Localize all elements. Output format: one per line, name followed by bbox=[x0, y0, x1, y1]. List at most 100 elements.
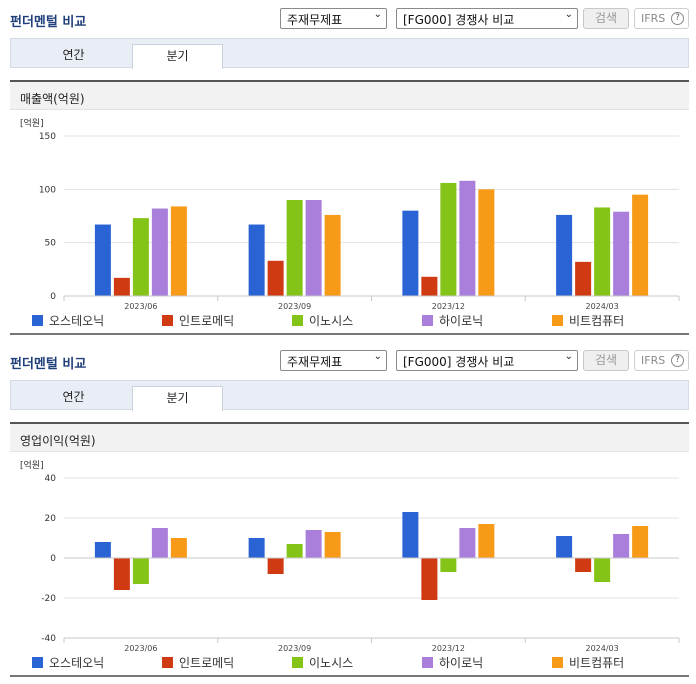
bar[interactable] bbox=[151, 208, 168, 296]
revenue-chart: [억원] 0 50 100 150 2023/06 2023/09 2023/12 2024/0… bbox=[20, 117, 680, 328]
fundamental-panel-revenue: 펀더멘털 비교 주재무제표 ⌄ [FG000] 경쟁사 비교 ⌄ 검색 IFRS… bbox=[0, 0, 696, 335]
tab-quarterly[interactable]: 분기 bbox=[132, 44, 223, 69]
bar[interactable] bbox=[594, 558, 611, 582]
bar[interactable] bbox=[248, 224, 265, 296]
fundamental-panel-operating-income: 펀더멘털 비교 주재무제표 ⌄ [FG000] 경쟁사 비교 ⌄ 검색 IFRS… bbox=[0, 342, 696, 684]
legend-label[interactable]: 하이로닉 bbox=[439, 314, 483, 328]
operating-income-chart: [억원] -40 -20 0 20 40 2023/06 2023/09 2023/12 2024… bbox=[20, 459, 680, 670]
bar[interactable] bbox=[324, 214, 341, 296]
comparison-group-value: [FG000] 경쟁사 비교 bbox=[403, 355, 515, 369]
statement-type-value: 주재무제표 bbox=[287, 13, 343, 27]
bar[interactable] bbox=[575, 558, 592, 572]
bar[interactable] bbox=[594, 207, 611, 296]
chart-container: 매출액(억원) [억원] 0 50 100 150 2023/06 2023/09 2023/… bbox=[10, 80, 689, 335]
bar[interactable] bbox=[170, 538, 187, 558]
tab-annual[interactable]: 연간 bbox=[62, 48, 85, 62]
legend-label[interactable]: 비트컴퓨터 bbox=[569, 656, 624, 670]
bar[interactable] bbox=[286, 544, 303, 558]
x-tick-label: 2024/03 bbox=[586, 302, 619, 311]
y-tick-label: 100 bbox=[39, 185, 56, 195]
panel-title: 펀더멘털 비교 bbox=[10, 357, 87, 372]
y-tick-label: 0 bbox=[50, 554, 56, 564]
divider bbox=[10, 80, 689, 82]
bar[interactable] bbox=[132, 558, 149, 584]
help-icon[interactable]: ? bbox=[671, 12, 684, 25]
legend-swatch bbox=[552, 315, 563, 326]
legend-label[interactable]: 하이로닉 bbox=[439, 656, 483, 670]
chart-container: 영업이익(억원) [억원] -40 -20 0 20 40 2023/06 2023/09 20… bbox=[10, 422, 689, 677]
x-tick-label: 2023/06 bbox=[124, 302, 157, 311]
bar[interactable] bbox=[421, 276, 438, 296]
bar[interactable] bbox=[286, 200, 303, 296]
bar[interactable] bbox=[324, 532, 341, 558]
bar[interactable] bbox=[632, 194, 649, 296]
help-icon[interactable]: ? bbox=[671, 354, 684, 367]
chart-header-label: 영업이익(억원) bbox=[20, 434, 96, 448]
bar[interactable] bbox=[151, 528, 168, 558]
ifrs-button[interactable]: IFRS ? bbox=[634, 8, 689, 29]
y-tick-label: -20 bbox=[41, 594, 56, 604]
legend-swatch bbox=[162, 315, 173, 326]
bar[interactable] bbox=[113, 277, 130, 296]
statement-type-select[interactable]: 주재무제표 ⌄ bbox=[280, 350, 387, 371]
tab-quarterly[interactable]: 분기 bbox=[132, 386, 223, 411]
bar[interactable] bbox=[267, 558, 284, 574]
chart-header: 영업이익(억원) bbox=[10, 424, 689, 452]
legend-swatch bbox=[292, 657, 303, 668]
bar[interactable] bbox=[613, 211, 630, 296]
bar[interactable] bbox=[440, 182, 457, 296]
x-tick-label: 2023/12 bbox=[432, 302, 465, 311]
comparison-group-select[interactable]: [FG000] 경쟁사 비교 ⌄ bbox=[396, 350, 578, 371]
bar[interactable] bbox=[132, 218, 149, 296]
legend-label[interactable]: 오스테오닉 bbox=[49, 314, 104, 328]
search-button[interactable]: 검색 bbox=[583, 8, 629, 29]
comparison-group-select[interactable]: [FG000] 경쟁사 비교 ⌄ bbox=[396, 8, 578, 29]
bar[interactable] bbox=[613, 534, 630, 558]
ifrs-button[interactable]: IFRS ? bbox=[634, 350, 689, 371]
tab-annual[interactable]: 연간 bbox=[62, 390, 85, 404]
ifrs-label: IFRS bbox=[641, 354, 666, 367]
bar[interactable] bbox=[113, 558, 130, 590]
bar[interactable] bbox=[402, 512, 419, 558]
search-button[interactable]: 검색 bbox=[583, 350, 629, 371]
bar[interactable] bbox=[402, 210, 419, 296]
panel-header: 펀더멘털 비교 주재무제표 ⌄ [FG000] 경쟁사 비교 ⌄ 검색 IFRS… bbox=[0, 0, 696, 30]
bar[interactable] bbox=[267, 260, 284, 296]
statement-type-select[interactable]: 주재무제표 ⌄ bbox=[280, 8, 387, 29]
bar[interactable] bbox=[556, 214, 573, 296]
bar[interactable] bbox=[440, 558, 457, 572]
chevron-down-icon: ⌄ bbox=[564, 9, 573, 20]
bar[interactable] bbox=[632, 526, 649, 558]
legend-swatch bbox=[292, 315, 303, 326]
x-tick-label: 2023/12 bbox=[432, 644, 465, 653]
bar[interactable] bbox=[94, 224, 111, 296]
x-tick-label: 2024/03 bbox=[586, 644, 619, 653]
bar[interactable] bbox=[305, 530, 322, 558]
y-tick-label: 150 bbox=[39, 132, 56, 142]
legend-label[interactable]: 인트로메딕 bbox=[179, 314, 234, 328]
bar[interactable] bbox=[478, 189, 495, 296]
bar[interactable] bbox=[459, 180, 476, 296]
legend-label[interactable]: 비트컴퓨터 bbox=[569, 314, 624, 328]
panel-header: 펀더멘털 비교 주재무제표 ⌄ [FG000] 경쟁사 비교 ⌄ 검색 IFRS… bbox=[0, 342, 696, 372]
bar[interactable] bbox=[575, 261, 592, 296]
bar[interactable] bbox=[478, 524, 495, 558]
x-tick-label: 2023/09 bbox=[278, 302, 311, 311]
legend-label[interactable]: 이노시스 bbox=[309, 314, 353, 328]
legend-label[interactable]: 오스테오닉 bbox=[49, 656, 104, 670]
legend-label[interactable]: 인트로메딕 bbox=[179, 656, 234, 670]
legend-swatch bbox=[32, 315, 43, 326]
bar[interactable] bbox=[556, 536, 573, 558]
bar[interactable] bbox=[94, 542, 111, 558]
legend-swatch bbox=[422, 657, 433, 668]
bar[interactable] bbox=[305, 200, 322, 296]
bar[interactable] bbox=[170, 206, 187, 296]
bar[interactable] bbox=[248, 538, 265, 558]
legend-label[interactable]: 이노시스 bbox=[309, 656, 353, 670]
bar[interactable] bbox=[421, 558, 438, 600]
chevron-down-icon: ⌄ bbox=[373, 351, 382, 362]
bar[interactable] bbox=[459, 528, 476, 558]
divider bbox=[10, 422, 689, 424]
panel-title: 펀더멘털 비교 bbox=[10, 15, 87, 30]
x-tick-label: 2023/06 bbox=[124, 644, 157, 653]
